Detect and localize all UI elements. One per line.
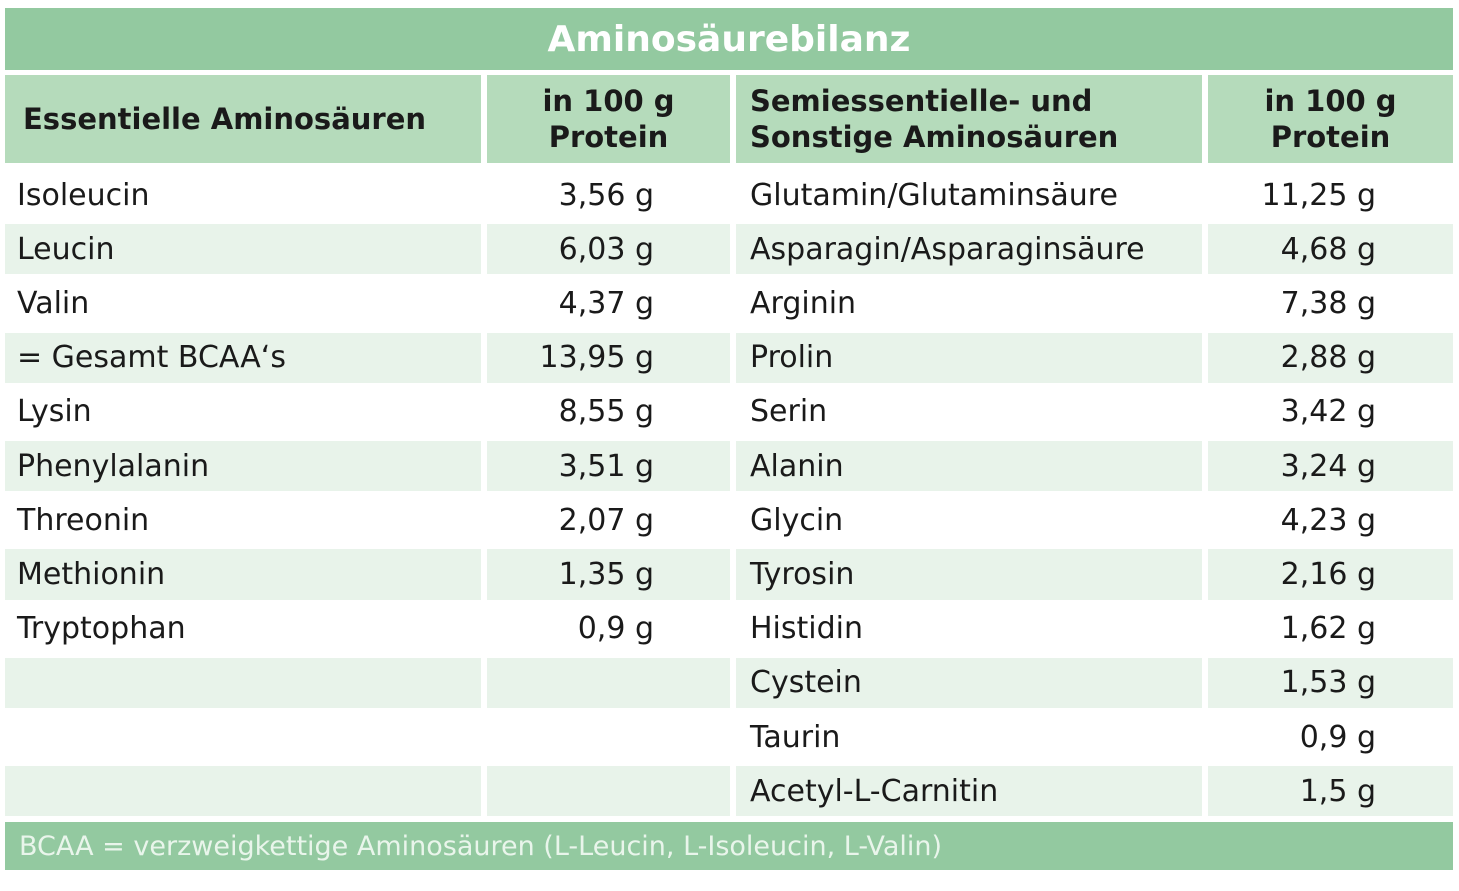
amino-acid-name: Arginin — [750, 285, 857, 321]
column-header: Semiessentielle- und Sonstige Aminosäure… — [736, 75, 1202, 163]
amino-acid-name: Tryptophan — [17, 611, 186, 647]
amino-acid-amount: 3,42 g — [1280, 394, 1376, 430]
amino-acid-name: Isoleucin — [17, 177, 150, 213]
amino-acid-amount: 1,62 g — [1280, 611, 1376, 647]
amino-acid-name: Tyrosin — [736, 549, 1202, 600]
amino-acid-name: Leucin — [5, 224, 481, 275]
amino-acid-name — [5, 766, 481, 817]
amino-acid-amount: 0,9 g — [1299, 719, 1376, 755]
amino-acid-amount — [487, 657, 730, 708]
amino-acid-amount: 2,88 g — [1208, 332, 1453, 383]
amino-acid-name: Prolin — [736, 332, 1202, 383]
amino-acid-name: Taurin — [750, 719, 841, 755]
amino-acid-amount: 2,07 g — [558, 502, 654, 538]
amino-acid-amount: 3,24 g — [1208, 441, 1453, 492]
amino-acid-name: Valin — [17, 285, 90, 321]
amino-acid-name: Phenylalanin — [5, 441, 481, 492]
amino-acid-amount: 13,95 g — [487, 332, 730, 383]
amino-acid-amount: 8,55 g — [558, 394, 654, 430]
amino-acid-name: Serin — [750, 394, 828, 430]
amino-acid-amount: 3,51 g — [487, 441, 730, 492]
amino-acid-amount: 3,56 g — [558, 177, 654, 213]
amino-acid-name: Histidin — [750, 611, 864, 647]
amino-acid-name: Acetyl-L-Carnitin — [736, 766, 1202, 817]
amino-acid-name: Methionin — [5, 549, 481, 600]
amino-acid-amount: 6,03 g — [487, 224, 730, 275]
table-title: Aminosäurebilanz — [5, 8, 1453, 70]
amino-acid-name: Glycin — [750, 502, 844, 538]
amino-acid-name: Asparagin/Asparaginsäure — [736, 224, 1202, 275]
amino-acid-amount: 1,5 g — [1208, 766, 1453, 817]
column-header: in 100 g Protein — [1208, 75, 1453, 163]
amino-acid-amount — [487, 766, 730, 817]
amino-acid-name — [5, 710, 481, 764]
amino-acid-name: Cystein — [736, 657, 1202, 708]
amino-acid-amount: 1,53 g — [1208, 657, 1453, 708]
amino-acid-name: Glutamin/Glutaminsäure — [750, 177, 1118, 213]
amino-acid-amount: 1,35 g — [487, 549, 730, 600]
amino-acid-amount: 0,9 g — [577, 611, 654, 647]
amino-acid-name — [5, 657, 481, 708]
amino-acid-name: Alanin — [736, 441, 1202, 492]
amino-acid-amount: 4,37 g — [558, 285, 654, 321]
amino-acid-amount: 11,25 g — [1261, 177, 1376, 213]
amino-acid-name: Threonin — [17, 502, 150, 538]
amino-acid-amount: 4,68 g — [1208, 224, 1453, 275]
amino-acid-name: = Gesamt BCAA‘s — [5, 332, 481, 383]
column-header: in 100 g Protein — [487, 75, 730, 163]
amino-acid-name: Lysin — [17, 394, 92, 430]
amino-acid-amount: 4,23 g — [1280, 502, 1376, 538]
amino-acid-amount: 2,16 g — [1208, 549, 1453, 600]
amino-acid-amount: 7,38 g — [1280, 285, 1376, 321]
amino-acid-amount — [487, 710, 730, 764]
footer-note: BCAA = verzweigkettige Aminosäuren (L-Le… — [5, 822, 1453, 870]
column-header: Essentielle Aminosäuren — [5, 75, 481, 163]
